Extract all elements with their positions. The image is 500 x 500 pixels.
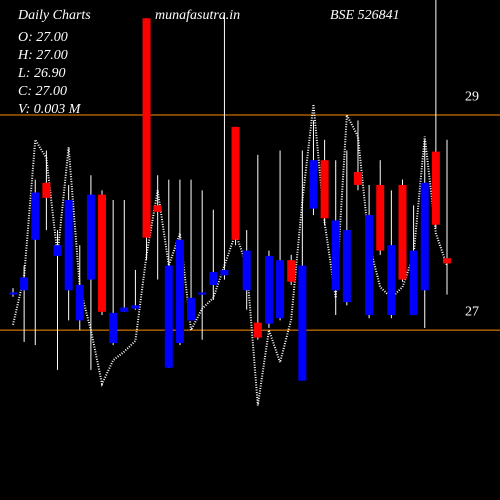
symbol: BSE 526841 [330, 8, 400, 23]
candle-body [287, 260, 296, 282]
ohlc-label: V: 0.003 M [18, 102, 82, 117]
candle-body [264, 255, 273, 324]
candle-body [331, 220, 340, 291]
candle-body [398, 184, 407, 280]
candle-body [242, 250, 251, 291]
candle-body [175, 239, 184, 344]
candle-body [98, 194, 107, 312]
y-tick-label: 27 [465, 304, 479, 319]
candle-body [253, 322, 262, 338]
candle-body [42, 182, 51, 198]
line [12, 104, 448, 406]
candle-body [342, 230, 351, 303]
candle-body [376, 184, 385, 251]
candle-body [420, 182, 429, 291]
candle-body [164, 265, 173, 368]
y-tick-label: 29 [465, 89, 479, 104]
candle-body [86, 194, 95, 280]
candle-body [120, 307, 129, 312]
candle-body [365, 215, 374, 316]
candle-body [209, 272, 218, 285]
candle-body [187, 297, 196, 321]
candle-body [142, 18, 151, 238]
ohlc-label: L: 26.90 [17, 66, 65, 81]
candle-body [276, 260, 285, 319]
candle-body [231, 126, 240, 240]
candle-body [131, 305, 140, 309]
ohlc-label: C: 27.00 [18, 84, 67, 99]
candle-body [431, 151, 440, 225]
candle-body [153, 205, 162, 212]
candle-body [9, 292, 17, 295]
candle-body [320, 160, 329, 219]
candle-body [387, 245, 396, 316]
candle-body [20, 277, 29, 291]
candle-body [220, 269, 229, 276]
chart-title: Daily Charts [17, 8, 91, 23]
candle-body [198, 292, 207, 295]
candle-body [298, 265, 307, 381]
candle-body [109, 312, 118, 344]
candle-body [64, 200, 73, 291]
site-name: munafasutra.in [155, 8, 240, 23]
candle-body [443, 258, 451, 264]
candle-body [309, 160, 318, 209]
candle-body [31, 192, 40, 240]
candle-body [353, 172, 362, 185]
candle-body [75, 284, 84, 321]
ohlc-label: H: 27.00 [17, 48, 68, 63]
candle-body [409, 250, 418, 316]
ohlc-label: O: 27.00 [18, 30, 68, 45]
candle-body [53, 245, 62, 256]
